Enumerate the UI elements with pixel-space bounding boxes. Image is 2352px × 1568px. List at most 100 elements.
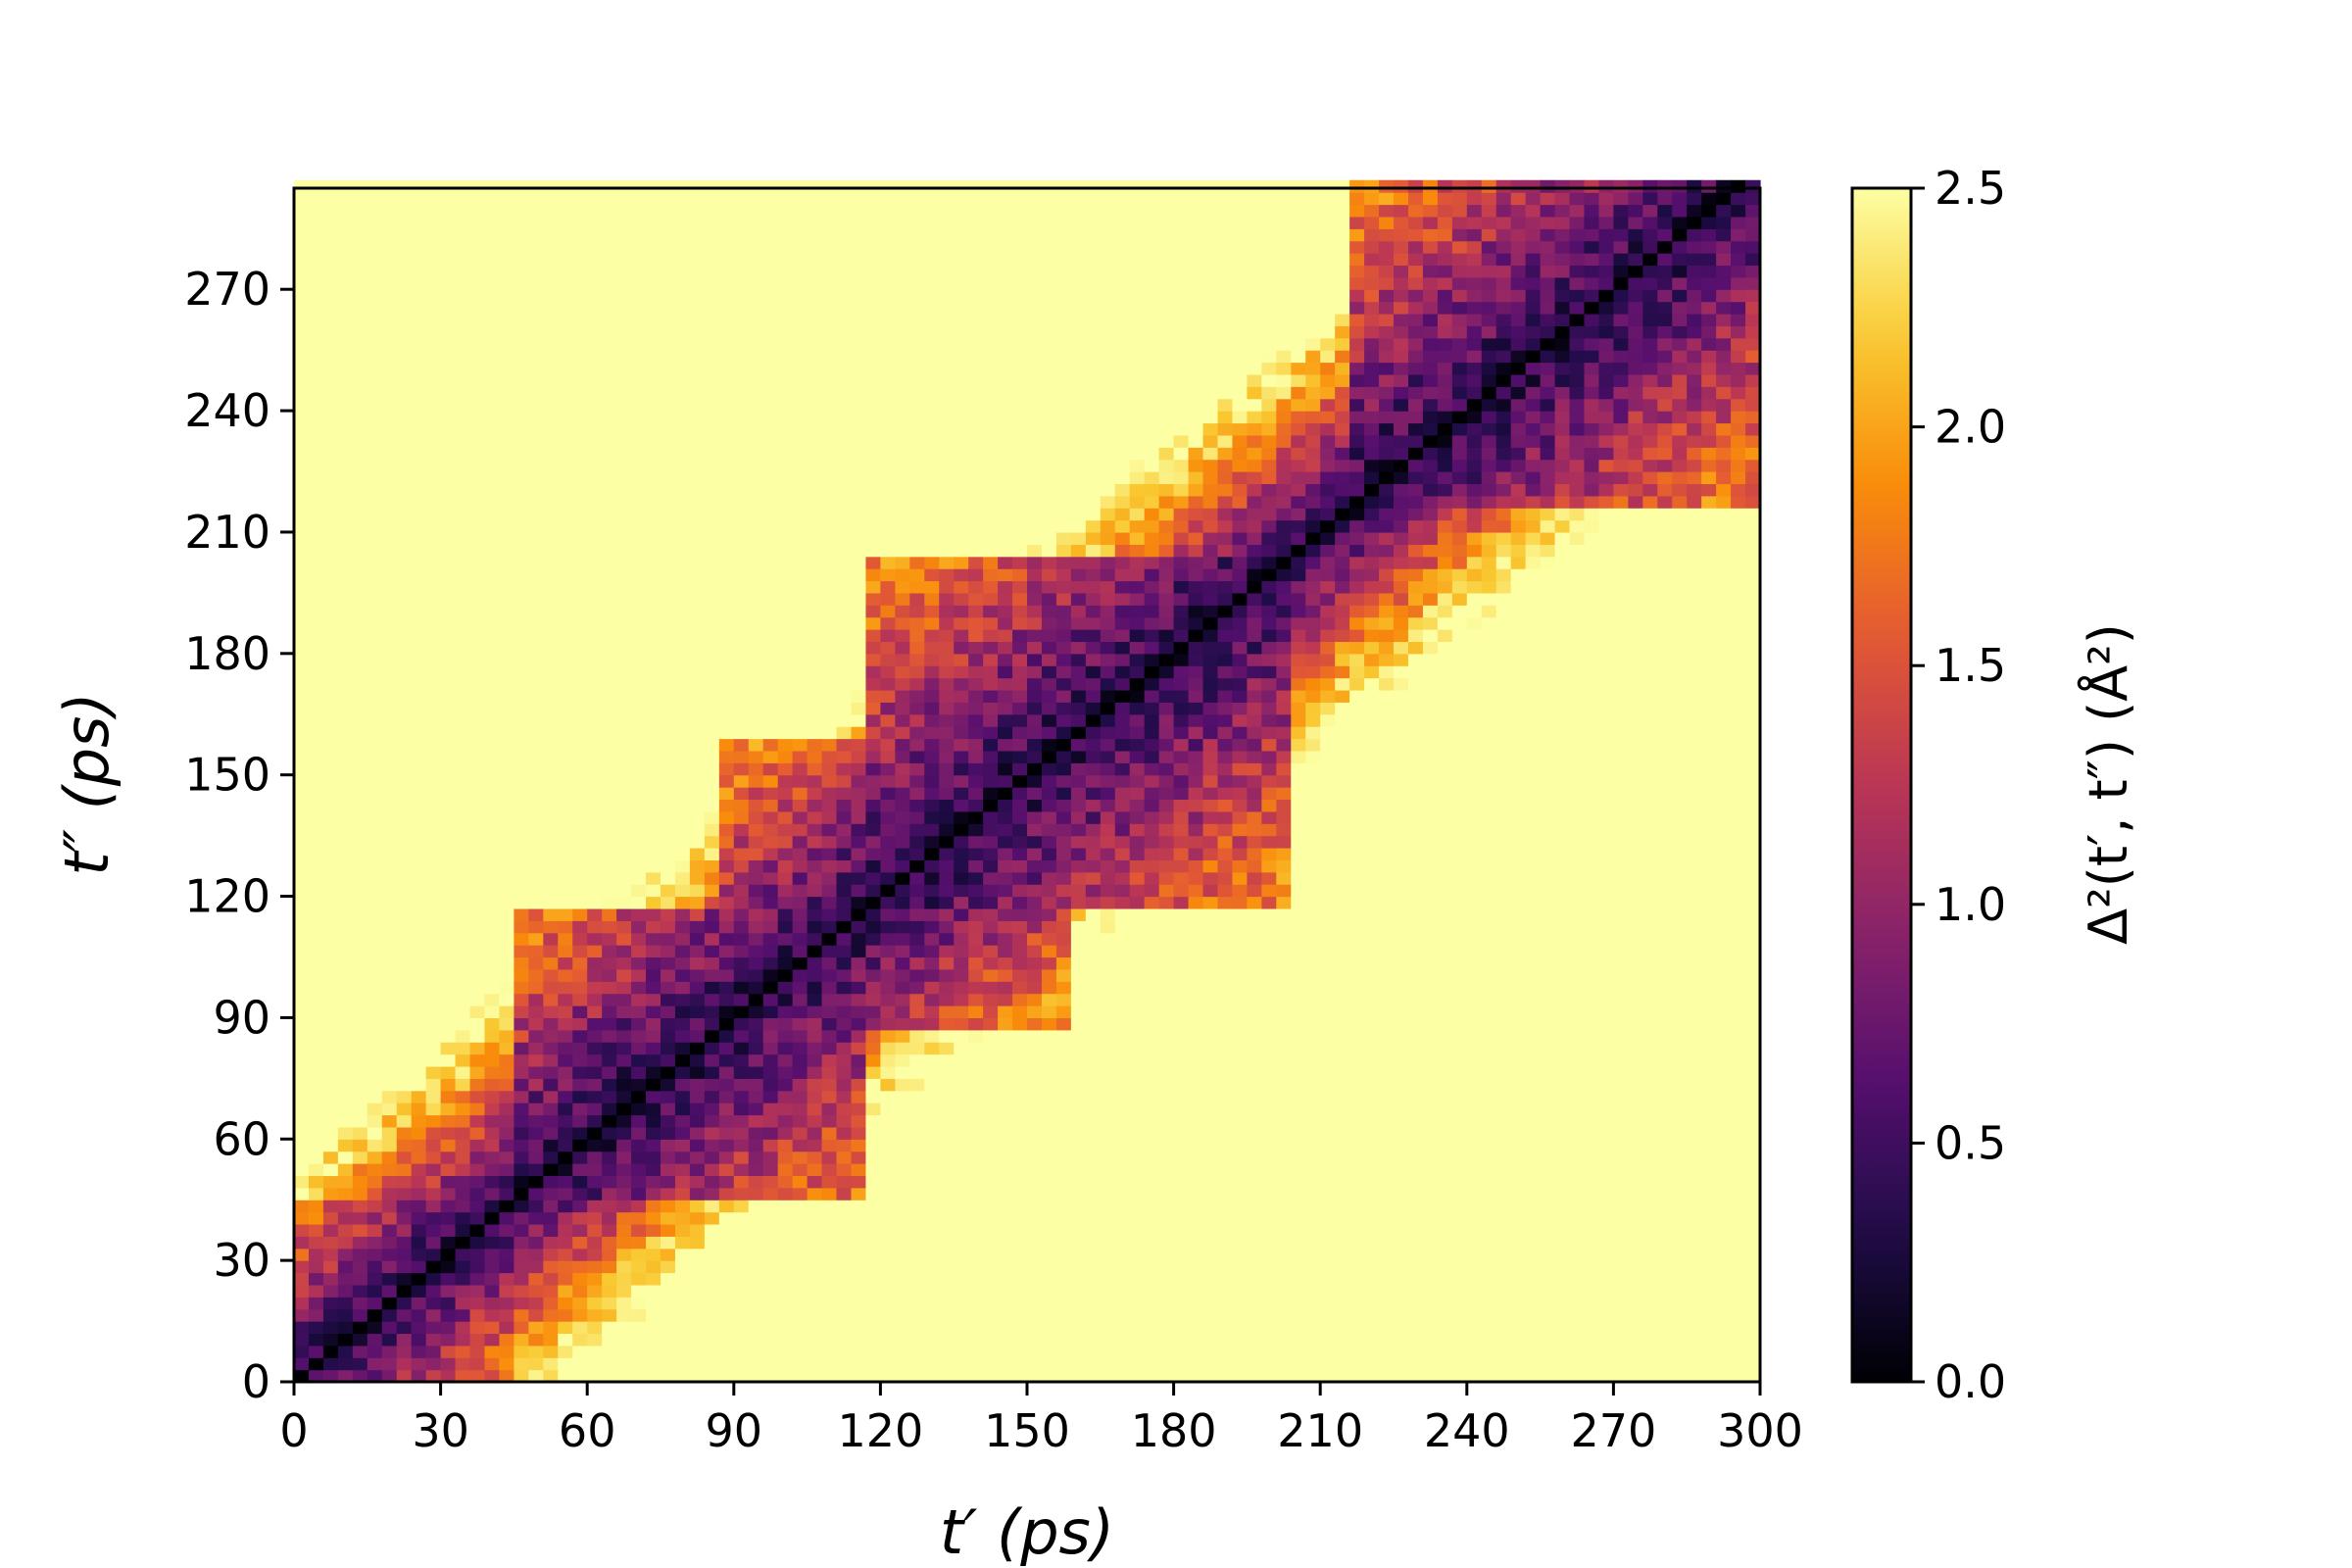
heatmap-cell xyxy=(587,629,603,643)
heatmap-cell xyxy=(836,1102,853,1116)
heatmap-cell xyxy=(411,1321,427,1335)
heatmap-cell xyxy=(587,1200,603,1213)
heatmap-cell xyxy=(308,1297,324,1310)
heatmap-cell xyxy=(954,313,969,326)
heatmap-cell xyxy=(528,265,544,278)
heatmap-cell xyxy=(367,362,383,375)
heatmap-cell xyxy=(514,1102,529,1116)
heatmap-cell xyxy=(704,859,720,873)
heatmap-cell xyxy=(455,459,471,472)
heatmap-cell xyxy=(616,1139,632,1152)
heatmap-cell xyxy=(294,1151,310,1164)
heatmap-cell xyxy=(396,1284,413,1298)
heatmap-cell xyxy=(836,677,853,691)
heatmap-cell xyxy=(587,1211,603,1225)
heatmap-cell xyxy=(337,1284,354,1298)
heatmap-cell xyxy=(308,1248,324,1261)
heatmap-cell xyxy=(733,677,750,691)
heatmap-cell xyxy=(514,531,529,545)
heatmap-cell xyxy=(954,907,969,921)
heatmap-cell xyxy=(836,956,853,970)
heatmap-cell xyxy=(895,276,910,290)
heatmap-cell xyxy=(704,1260,720,1274)
heatmap-cell xyxy=(322,871,339,885)
heatmap-cell xyxy=(718,1005,735,1019)
heatmap-cell xyxy=(836,192,853,206)
heatmap-cell xyxy=(851,265,867,278)
heatmap-cell xyxy=(528,945,544,958)
heatmap-cell xyxy=(998,945,1013,958)
heatmap-cell xyxy=(469,835,486,849)
heatmap-cell xyxy=(396,1333,413,1347)
heatmap-cell xyxy=(631,265,647,278)
heatmap-cell xyxy=(880,411,896,424)
heatmap-cell xyxy=(411,871,427,885)
heatmap-cell xyxy=(704,641,720,655)
heatmap-cell xyxy=(674,1211,691,1225)
heatmap-cell xyxy=(602,641,617,655)
heatmap-cell xyxy=(602,531,617,545)
heatmap-cell xyxy=(895,301,910,315)
heatmap-cell xyxy=(821,750,838,763)
heatmap-cell xyxy=(602,932,617,946)
heatmap-cell xyxy=(689,968,706,982)
heatmap-cell xyxy=(821,216,838,229)
heatmap-cell xyxy=(528,434,544,448)
heatmap-cell xyxy=(983,1090,999,1103)
heatmap-cell xyxy=(352,1248,368,1261)
heatmap-cell xyxy=(792,823,808,837)
heatmap-cell xyxy=(322,993,339,1006)
heatmap-cell xyxy=(411,907,427,921)
heatmap-cell xyxy=(836,1272,853,1286)
heatmap-cell xyxy=(294,1369,310,1383)
heatmap-cell xyxy=(954,847,969,860)
heatmap-cell xyxy=(704,373,720,387)
heatmap-cell xyxy=(661,459,676,472)
heatmap-cell xyxy=(469,799,486,812)
heatmap-cell xyxy=(968,216,984,229)
heatmap-cell xyxy=(939,968,955,982)
heatmap-cell xyxy=(704,1200,720,1213)
heatmap-cell xyxy=(631,1187,647,1200)
heatmap-cell xyxy=(1012,920,1028,934)
heatmap-cell xyxy=(704,1211,720,1225)
heatmap-cell xyxy=(983,519,999,533)
heatmap-cell xyxy=(924,665,940,679)
heatmap-cell xyxy=(411,337,427,351)
heatmap-cell xyxy=(455,665,471,679)
heatmap-cell xyxy=(602,774,617,788)
heatmap-cell xyxy=(602,981,617,995)
heatmap-cell xyxy=(484,884,501,898)
heatmap-cell xyxy=(381,434,398,448)
heatmap-cell xyxy=(469,1151,486,1164)
heatmap-cell xyxy=(631,386,647,400)
heatmap-cell xyxy=(762,337,779,351)
heatmap-cell xyxy=(322,981,339,995)
heatmap-cell xyxy=(880,932,896,946)
heatmap-cell xyxy=(646,434,662,448)
heatmap-cell xyxy=(322,1284,339,1298)
heatmap-cell xyxy=(616,350,632,364)
heatmap-cell xyxy=(367,1284,383,1298)
heatmap-cell xyxy=(294,750,310,763)
heatmap-cell xyxy=(411,896,427,909)
heatmap-cell xyxy=(396,1175,413,1189)
heatmap-cell xyxy=(939,1308,955,1322)
heatmap-cell xyxy=(689,616,706,630)
heatmap-cell xyxy=(718,1065,735,1079)
heatmap-cell xyxy=(646,616,662,630)
heatmap-cell xyxy=(484,508,501,521)
heatmap-cell xyxy=(308,1200,324,1213)
heatmap-cell xyxy=(322,653,339,666)
heatmap-cell xyxy=(602,1054,617,1067)
heatmap-cell xyxy=(1027,1187,1043,1200)
heatmap-cell xyxy=(748,240,764,254)
heatmap-cell xyxy=(733,1114,750,1128)
heatmap-cell xyxy=(352,1236,368,1250)
heatmap-cell xyxy=(983,665,999,679)
heatmap-cell xyxy=(322,508,339,521)
heatmap-cell xyxy=(1012,1248,1028,1261)
heatmap-cell xyxy=(1012,884,1028,898)
heatmap-cell xyxy=(558,1042,573,1055)
heatmap-cell xyxy=(514,580,529,594)
